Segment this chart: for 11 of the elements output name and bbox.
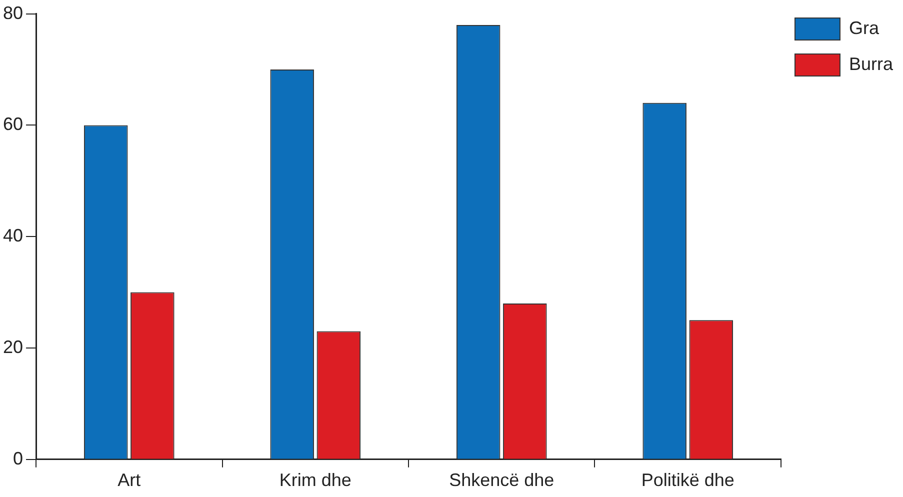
legend-label: Gra [848, 18, 880, 38]
y-tick-label: 0 [13, 448, 24, 468]
y-tick-label: 80 [2, 2, 24, 23]
x-tick-label: Politikë dhe [641, 470, 734, 490]
x-tick-label: Shkencë dhe [449, 470, 554, 490]
y-tick-label: 20 [2, 336, 24, 357]
y-tick-label: 60 [2, 114, 24, 134]
x-tick-label: Art [118, 470, 141, 490]
y-tick-label: 40 [2, 226, 24, 246]
legend-label: Burra [848, 54, 894, 74]
x-tick-label: Krim dhe [279, 470, 352, 490]
